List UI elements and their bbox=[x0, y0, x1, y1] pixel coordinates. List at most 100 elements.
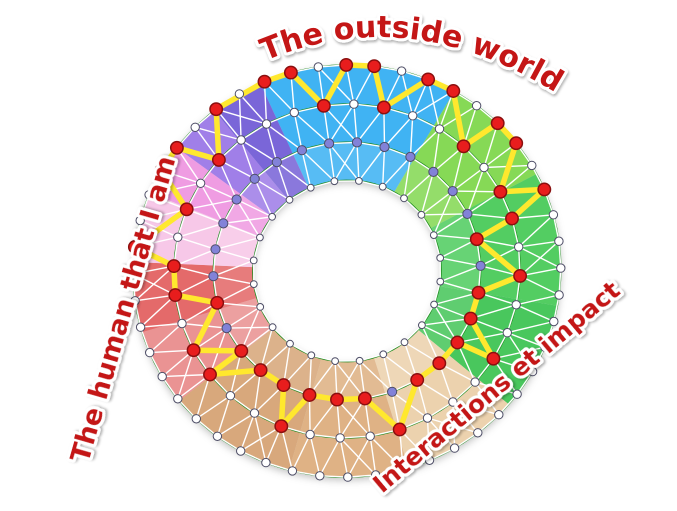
mesh-line bbox=[426, 417, 456, 449]
wheel-node bbox=[135, 322, 146, 332]
mesh-line bbox=[149, 349, 194, 354]
mesh-line bbox=[452, 166, 485, 192]
mesh-line bbox=[421, 324, 440, 364]
mesh-line bbox=[280, 426, 294, 472]
wheel-node bbox=[396, 66, 407, 76]
wheel-node bbox=[540, 342, 550, 352]
mesh-line bbox=[416, 379, 454, 403]
wheel-node bbox=[249, 173, 260, 184]
mesh-line bbox=[226, 326, 273, 329]
mesh-line bbox=[134, 236, 178, 248]
red-node bbox=[456, 139, 471, 154]
mesh-line bbox=[433, 190, 454, 236]
mesh-line bbox=[323, 105, 358, 143]
mesh-line bbox=[132, 273, 176, 296]
wheel-node bbox=[387, 386, 398, 397]
mesh-line bbox=[226, 306, 261, 329]
wheel-node bbox=[494, 410, 504, 420]
mesh-line bbox=[253, 237, 261, 261]
mesh-line bbox=[427, 417, 478, 434]
mesh-line bbox=[456, 342, 476, 383]
wheel-node bbox=[173, 394, 183, 404]
wheel-node bbox=[554, 290, 564, 300]
mesh-line bbox=[507, 332, 546, 348]
wheel-node bbox=[436, 277, 445, 286]
wheel-node bbox=[554, 236, 564, 246]
mesh-line bbox=[216, 108, 267, 125]
sectors bbox=[133, 64, 561, 478]
mesh-line bbox=[382, 146, 386, 187]
mesh-line bbox=[336, 360, 361, 400]
mesh-line bbox=[149, 322, 183, 354]
wheel-node bbox=[355, 356, 364, 365]
wheel-node bbox=[212, 431, 223, 441]
wheel-node bbox=[428, 166, 439, 177]
wheel-node bbox=[210, 244, 221, 255]
mesh-line bbox=[432, 128, 441, 172]
wheel-node bbox=[335, 433, 345, 443]
mesh-line bbox=[440, 257, 481, 267]
wheel-node bbox=[434, 124, 445, 134]
mesh-line bbox=[333, 142, 358, 182]
mesh-line bbox=[177, 222, 224, 238]
wheel-node bbox=[249, 408, 260, 418]
wheel-node bbox=[400, 338, 409, 347]
wheel-node bbox=[236, 446, 246, 456]
mesh-line bbox=[282, 343, 291, 386]
wheel-node bbox=[405, 151, 416, 162]
sector-wedge bbox=[150, 147, 273, 237]
wheel-node bbox=[225, 391, 236, 401]
mesh-line bbox=[276, 161, 291, 201]
mesh-line bbox=[382, 156, 411, 188]
mesh-line bbox=[483, 122, 499, 168]
mesh-line bbox=[356, 107, 385, 143]
mesh-line bbox=[217, 412, 255, 437]
mesh-line bbox=[215, 248, 254, 262]
mesh-line bbox=[412, 115, 440, 130]
red-node bbox=[490, 116, 505, 131]
wheel-node bbox=[249, 256, 258, 265]
mesh-line bbox=[253, 412, 267, 463]
mesh-line bbox=[467, 213, 513, 220]
mesh-line bbox=[474, 381, 500, 416]
mesh-line bbox=[140, 322, 183, 328]
wheel-node bbox=[549, 316, 559, 327]
mesh-line bbox=[223, 216, 273, 225]
mesh-line bbox=[195, 395, 231, 420]
mesh-line bbox=[382, 341, 405, 355]
wheel-node bbox=[548, 210, 559, 220]
red-node bbox=[410, 372, 425, 387]
mesh-line bbox=[440, 265, 481, 283]
mesh-line bbox=[403, 171, 434, 199]
wheel-node bbox=[191, 414, 202, 424]
wheel-node bbox=[249, 280, 258, 289]
mesh-line bbox=[236, 198, 273, 218]
mesh-line bbox=[519, 275, 560, 296]
wheel-node bbox=[502, 328, 512, 338]
donut-diagram bbox=[127, 57, 566, 482]
mesh-line bbox=[301, 150, 312, 188]
mesh-line bbox=[301, 149, 335, 182]
red-node bbox=[186, 343, 201, 358]
red-node bbox=[179, 202, 194, 217]
wheel-node bbox=[471, 101, 482, 111]
mesh-line bbox=[409, 115, 414, 157]
wheel-node bbox=[234, 89, 245, 99]
mesh-line bbox=[240, 306, 261, 352]
mesh-line bbox=[433, 213, 468, 236]
wheel-node bbox=[236, 135, 246, 145]
wheel-node bbox=[408, 111, 418, 121]
wheel-node bbox=[470, 377, 480, 387]
mesh-line bbox=[470, 304, 517, 320]
red-node bbox=[210, 295, 225, 310]
wheel-node bbox=[296, 145, 307, 156]
wheel-node bbox=[379, 350, 388, 359]
mesh-line bbox=[240, 123, 267, 141]
red-node bbox=[505, 211, 519, 226]
mesh-line bbox=[420, 190, 454, 216]
wheel-node bbox=[447, 186, 458, 197]
wheel-node bbox=[231, 194, 242, 205]
red-node bbox=[274, 419, 289, 434]
wheel-node bbox=[379, 141, 390, 153]
mesh-line bbox=[516, 294, 560, 306]
